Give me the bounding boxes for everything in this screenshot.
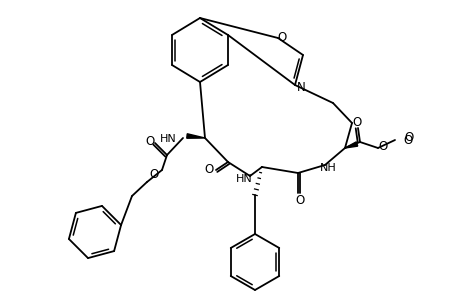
Text: O: O xyxy=(149,169,158,182)
Text: NH: NH xyxy=(319,163,336,173)
Text: O: O xyxy=(352,116,361,128)
Polygon shape xyxy=(344,142,357,148)
Text: O: O xyxy=(145,134,154,148)
Text: HN: HN xyxy=(235,174,252,184)
Text: O: O xyxy=(295,194,304,206)
Text: O: O xyxy=(378,140,387,152)
Text: O: O xyxy=(402,134,411,146)
Text: O: O xyxy=(403,130,413,143)
Text: O: O xyxy=(204,163,213,176)
Text: O: O xyxy=(277,31,286,44)
Text: N: N xyxy=(296,80,305,94)
Polygon shape xyxy=(186,134,205,138)
Text: HN: HN xyxy=(160,134,177,144)
